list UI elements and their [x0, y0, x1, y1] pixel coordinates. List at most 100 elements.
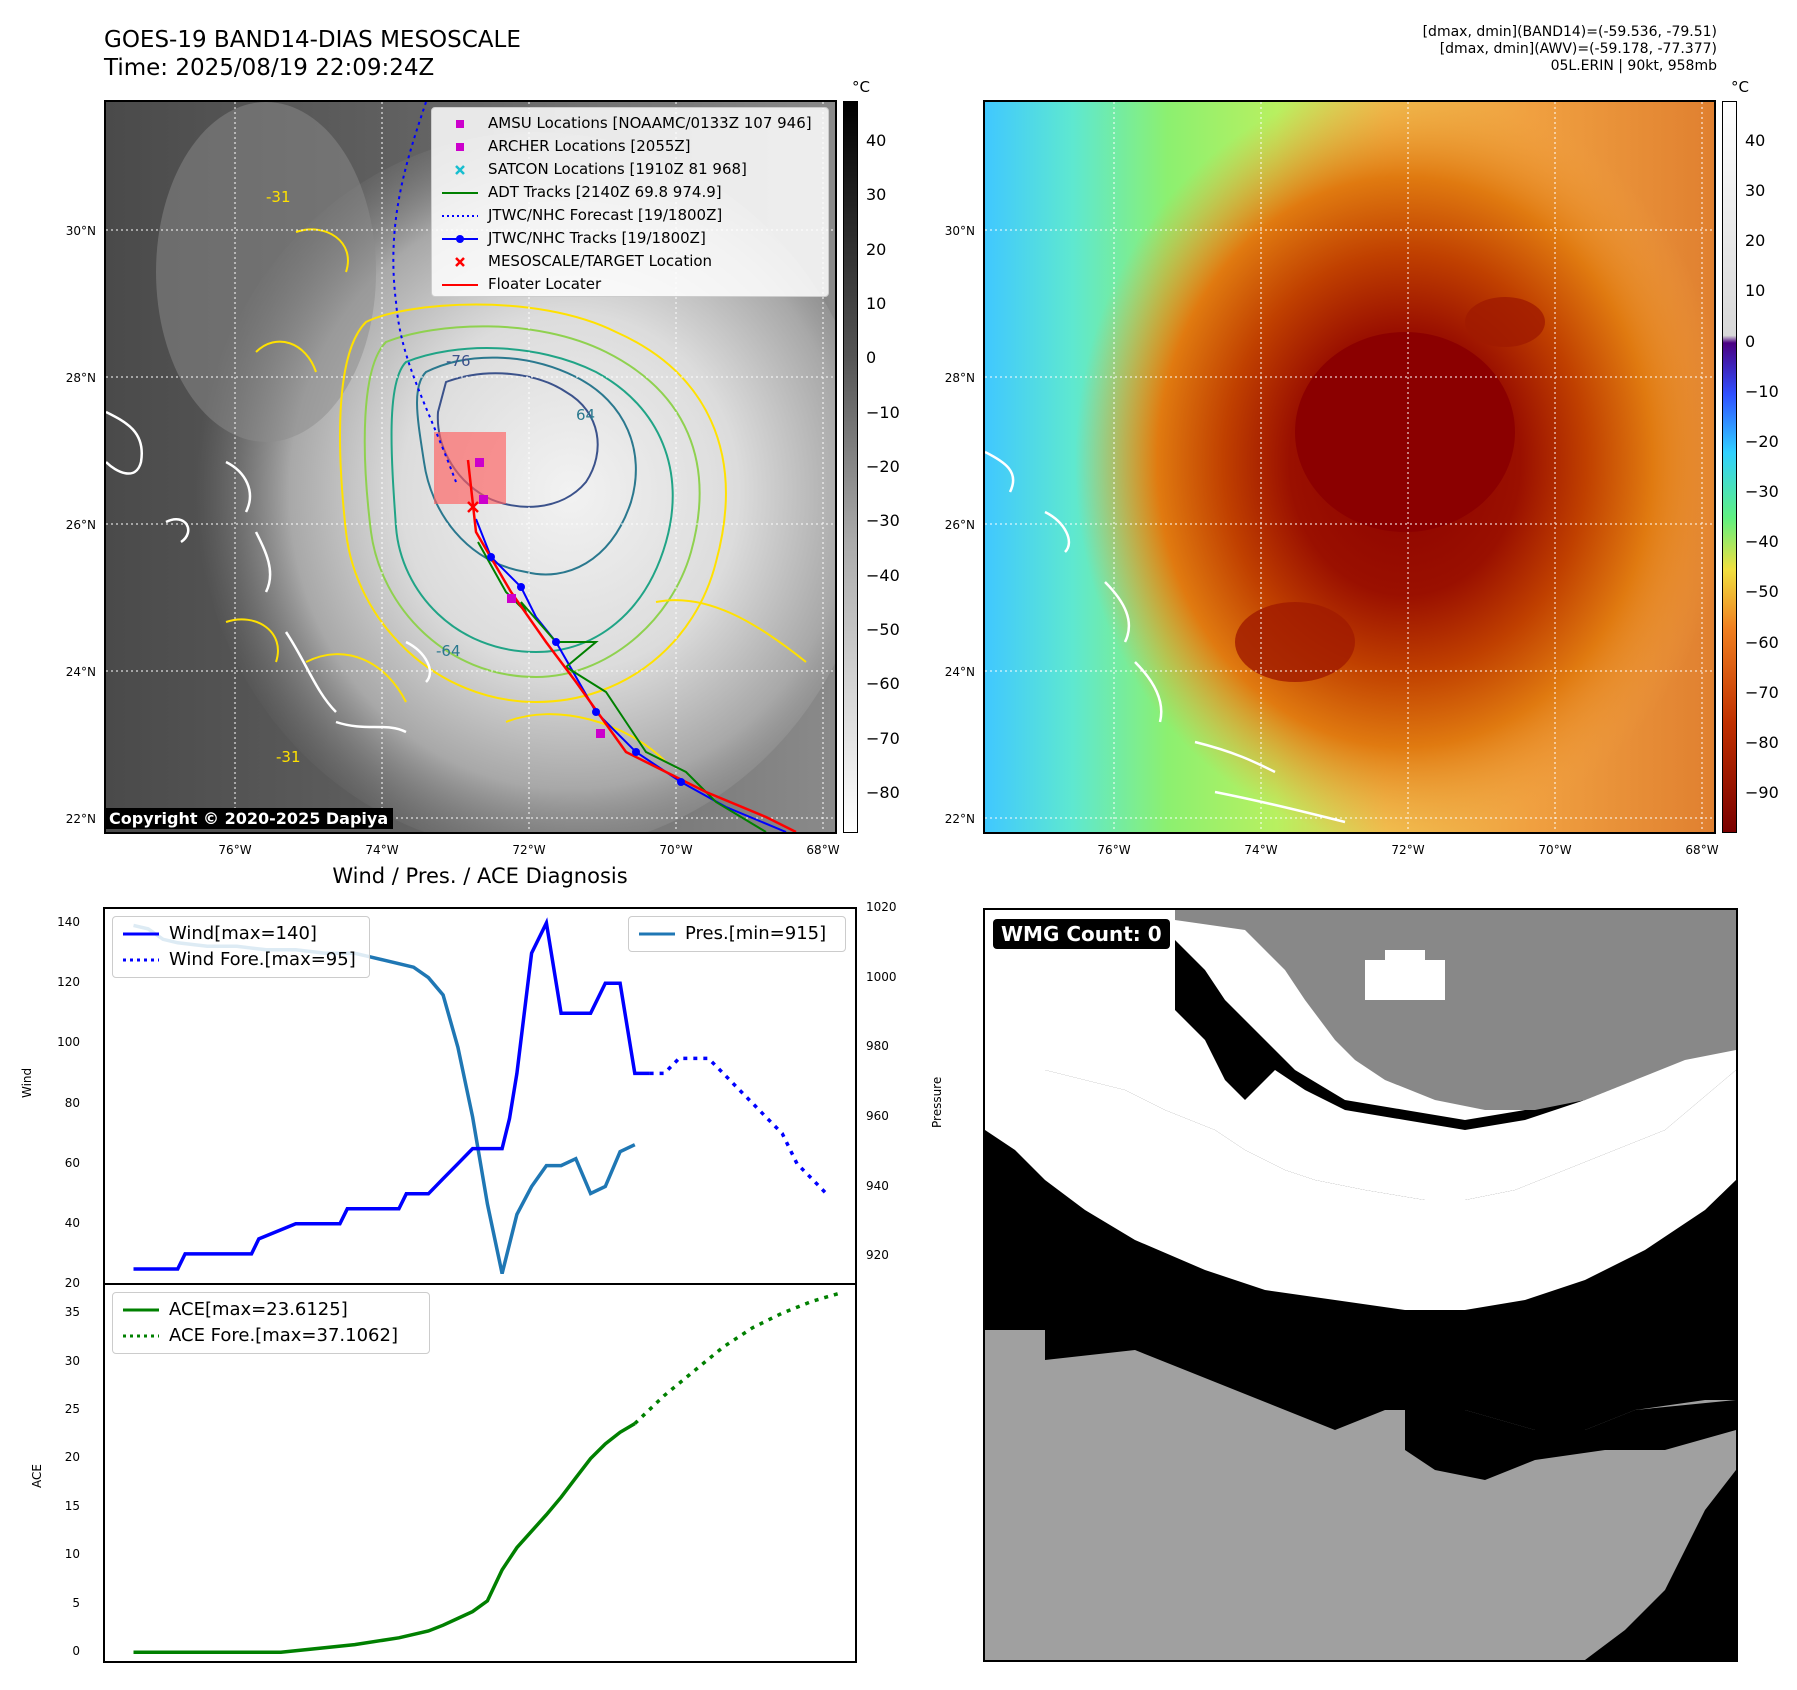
wmg-white-band: [985, 1050, 1736, 1310]
wind-tick: 40: [64, 1215, 80, 1230]
colorbar-tick: −90: [1745, 783, 1779, 802]
pressure-tick: 940: [866, 1178, 889, 1193]
wmg-black-corner: [1585, 1470, 1736, 1660]
ace-tick: 30: [64, 1353, 80, 1368]
ace-tick: 10: [64, 1547, 80, 1562]
colorbar-tick: −80: [866, 783, 900, 802]
wind-line: [133, 917, 650, 1271]
colorbar-tick: 30: [1745, 181, 1766, 201]
pressure-legend-label: Pres.[min=915]: [685, 923, 827, 944]
ace-tick: 5: [72, 1595, 80, 1610]
wind-forecast-legend-label: Wind Fore.[max=95]: [169, 949, 356, 970]
wmg-mask: [985, 910, 1736, 1660]
ace-legend: ACE[max=23.6125] ACE Fore.[max=37.1062]: [112, 1292, 430, 1354]
map-grid: [985, 102, 1714, 832]
lon-label: 76°W: [218, 843, 252, 857]
ace-forecast-legend-label: ACE Fore.[max=37.1062]: [169, 1325, 398, 1346]
dotted-line-icon: [440, 206, 480, 226]
line-icon: [121, 1300, 161, 1320]
central-dense-overcast: [1295, 332, 1515, 532]
colorbar-tick: −60: [866, 674, 900, 694]
contour-blue: [416, 356, 637, 576]
ace-tick: 20: [64, 1450, 80, 1465]
legend-target: MESOSCALE/TARGET Location: [440, 250, 820, 273]
colorbar-tick: 40: [866, 131, 887, 150]
coastlines: [985, 450, 1346, 824]
contour-green: [363, 325, 701, 679]
square-icon: [440, 137, 480, 157]
forecast-track: [392, 102, 457, 483]
color-colorbar: [1722, 101, 1737, 833]
colorbar-tick: 10: [1745, 281, 1766, 301]
pressure-tick: 960: [866, 1108, 889, 1123]
colorbar-tick: 40: [1745, 131, 1766, 150]
line-dot-icon: [440, 229, 480, 249]
colorbar-unit: °C: [1731, 78, 1749, 96]
wind-tick: 80: [64, 1095, 80, 1110]
lon-label: 68°W: [1685, 843, 1719, 857]
lon-label: 70°W: [659, 843, 693, 857]
wind-tick: 120: [57, 975, 80, 990]
contour-fragments: [225, 228, 807, 763]
wind-axis-label: Wind: [20, 1067, 34, 1098]
diagnosis-title: Wind / Pres. / ACE Diagnosis: [332, 864, 628, 888]
ir-color-map: [983, 100, 1716, 834]
pressure-tick: 1000: [866, 969, 897, 984]
colorbar-tick: 20: [1745, 231, 1766, 251]
contour-yellow: [339, 303, 727, 704]
contour-label-3: 64: [576, 406, 595, 424]
contour-label-4: -31: [266, 188, 291, 206]
colorbar-tick: −70: [866, 728, 900, 748]
archer-points: [475, 458, 605, 738]
lat-label: 28°N: [65, 371, 96, 385]
colorbar-tick: 0: [866, 348, 877, 368]
colorbar-tick: −80: [1745, 732, 1779, 752]
ace-axis-label: ACE: [30, 1464, 44, 1488]
wmg-black-spiral: [1405, 1380, 1736, 1480]
ace-tick: 0: [72, 1644, 80, 1659]
cloud-band: [156, 102, 376, 442]
copyright: Copyright © 2020-2025 Dapiya: [104, 808, 394, 829]
legend-tracks: JTWC/NHC Tracks [19/1800Z]: [440, 227, 820, 250]
info-line-2: [dmax, dmin](AWV)=(-59.178, -77.377): [1439, 41, 1717, 57]
wmg-gray-top: [1175, 910, 1736, 1110]
lat-label: 26°N: [944, 518, 975, 532]
legend-forecast: JTWC/NHC Forecast [19/1800Z]: [440, 204, 820, 227]
gray-colorbar: [843, 101, 858, 833]
colorbar-tick: 0: [1745, 331, 1756, 351]
wmg-gray-bottom: [985, 1330, 1736, 1660]
wmg-white-spot: [1385, 950, 1425, 962]
pressure-tick: 920: [866, 1248, 889, 1263]
target-x: [467, 501, 479, 513]
lon-label: 72°W: [512, 843, 546, 857]
legend-adt: ADT Tracks [2140Z 69.8 974.9]: [440, 181, 820, 204]
ir-color-map-svg: [985, 102, 1714, 832]
title-line-2: Time: 2025/08/19 22:09:24Z: [104, 55, 435, 81]
lon-label: 76°W: [1097, 843, 1131, 857]
nhc-points: [487, 553, 685, 786]
lat-label: 22°N: [944, 812, 975, 826]
wind-tick: 60: [64, 1155, 80, 1170]
ace-forecast-line: [633, 1291, 842, 1425]
wind-legend-label: Wind[max=140]: [169, 923, 317, 944]
pressure-legend: Pres.[min=915]: [628, 916, 846, 952]
info-line-3: 05L.ERIN | 90kt, 958mb: [1550, 58, 1717, 74]
dotted-line-icon: [121, 950, 161, 970]
lon-label: 72°W: [1391, 843, 1425, 857]
figure-title: GOES-19 BAND14-DIAS MESOSCALE Time: 2025…: [104, 26, 521, 82]
ace-tick: 35: [64, 1305, 80, 1320]
ace-layer: [133, 1291, 842, 1655]
title-line-1: GOES-19 BAND14-DIAS MESOSCALE: [104, 27, 521, 53]
lon-label: 74°W: [1244, 843, 1278, 857]
lat-label: 22°N: [65, 812, 96, 826]
lat-label: 30°N: [65, 224, 96, 238]
colorbar-tick: −70: [1745, 682, 1779, 702]
colorbar-tick: 20: [866, 239, 887, 259]
dotted-line-icon: [121, 1326, 161, 1346]
ace-tick: 25: [64, 1402, 80, 1416]
ace-legend-label: ACE[max=23.6125]: [169, 1299, 348, 1320]
lon-label: 70°W: [1538, 843, 1572, 857]
line-icon: [121, 924, 161, 944]
pressure-axis-label: Pressure: [930, 1076, 944, 1128]
colorbar-tick: −40: [1745, 532, 1779, 552]
